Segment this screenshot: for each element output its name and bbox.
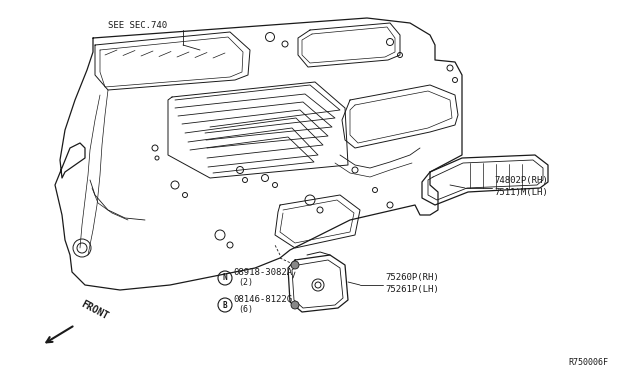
Text: 08918-3082A: 08918-3082A — [233, 268, 292, 277]
Text: R750006F: R750006F — [568, 358, 608, 367]
Text: (6): (6) — [238, 305, 253, 314]
Text: B: B — [223, 301, 227, 310]
Text: SEE SEC.740: SEE SEC.740 — [108, 20, 167, 29]
Text: N: N — [223, 273, 227, 282]
Text: 74802P(RH): 74802P(RH) — [494, 176, 548, 185]
Circle shape — [291, 261, 299, 269]
Text: 75261P(LH): 75261P(LH) — [385, 285, 439, 294]
Text: 7511)M(LH): 7511)M(LH) — [494, 188, 548, 197]
Text: FRONT: FRONT — [79, 299, 109, 322]
Circle shape — [291, 301, 299, 309]
Text: 75260P(RH): 75260P(RH) — [385, 273, 439, 282]
Text: (2): (2) — [238, 278, 253, 287]
Text: 08146-8122G: 08146-8122G — [233, 295, 292, 304]
